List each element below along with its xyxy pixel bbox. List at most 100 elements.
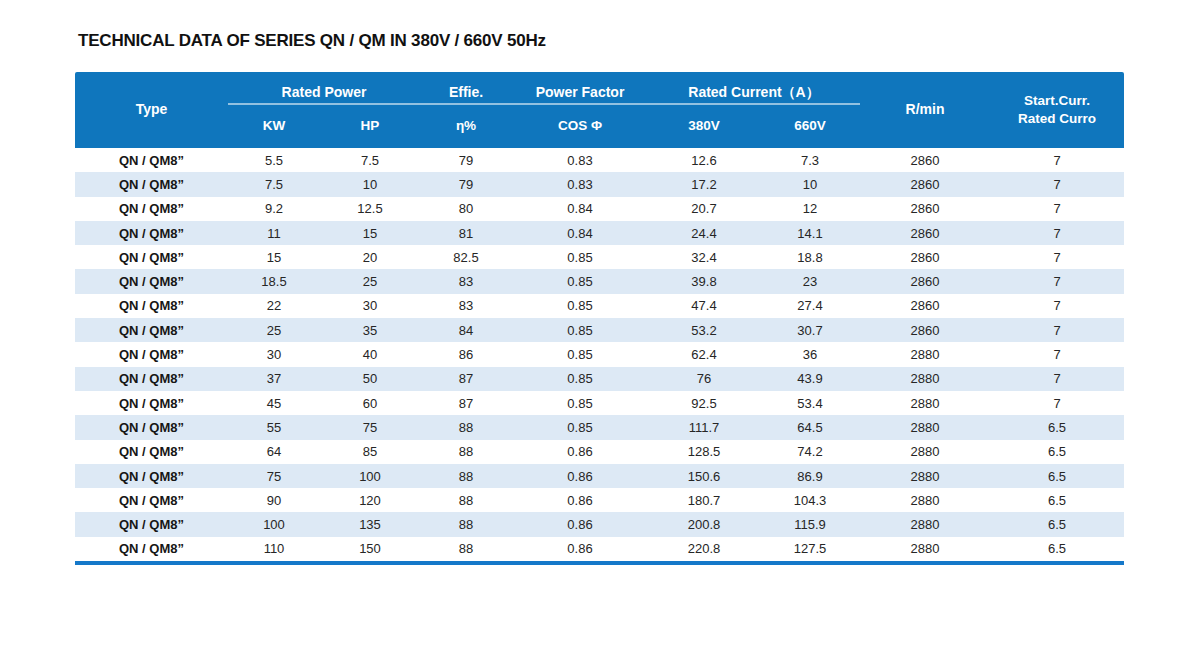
cell-efficiency: 80 xyxy=(420,197,512,221)
cell-kw: 5.5 xyxy=(228,148,320,172)
header-hp: HP xyxy=(320,104,420,148)
cell-current-660v: 18.8 xyxy=(760,245,860,269)
cell-power-factor: 0.85 xyxy=(512,318,648,342)
cell-current-660v: 86.9 xyxy=(760,464,860,488)
cell-current-380v: 12.6 xyxy=(648,148,760,172)
cell-hp: 150 xyxy=(320,537,420,561)
table-row: QN / QM8” 75 100 88 0.86 150.6 86.9 2880… xyxy=(75,464,1124,488)
cell-rpm: 2880 xyxy=(860,537,990,561)
table-row: QN / QM8” 11 15 81 0.84 24.4 14.1 2860 7 xyxy=(75,221,1124,245)
cell-kw: 55 xyxy=(228,415,320,439)
cell-kw: 37 xyxy=(228,367,320,391)
cell-type: QN / QM8” xyxy=(75,148,228,172)
cell-kw: 45 xyxy=(228,391,320,415)
cell-power-factor: 0.84 xyxy=(512,221,648,245)
table-row: QN / QM8” 15 20 82.5 0.85 32.4 18.8 2860… xyxy=(75,245,1124,269)
cell-current-380v: 76 xyxy=(648,367,760,391)
cell-start-current-ratio: 7 xyxy=(990,172,1124,196)
cell-efficiency: 88 xyxy=(420,537,512,561)
table-row: QN / QM8” 5.5 7.5 79 0.83 12.6 7.3 2860 … xyxy=(75,148,1124,172)
cell-kw: 18.5 xyxy=(228,269,320,293)
cell-current-660v: 74.2 xyxy=(760,440,860,464)
cell-hp: 25 xyxy=(320,269,420,293)
cell-type: QN / QM8” xyxy=(75,440,228,464)
cell-kw: 64 xyxy=(228,440,320,464)
cell-kw: 30 xyxy=(228,342,320,366)
cell-power-factor: 0.86 xyxy=(512,440,648,464)
header-power-factor: Power Factor xyxy=(512,72,648,104)
cell-current-660v: 53.4 xyxy=(760,391,860,415)
cell-hp: 50 xyxy=(320,367,420,391)
cell-hp: 30 xyxy=(320,294,420,318)
table-row: QN / QM8” 45 60 87 0.85 92.5 53.4 2880 7 xyxy=(75,391,1124,415)
cell-efficiency: 88 xyxy=(420,415,512,439)
cell-type: QN / QM8” xyxy=(75,197,228,221)
cell-power-factor: 0.86 xyxy=(512,488,648,512)
header-efficiency: Effie. xyxy=(420,72,512,104)
cell-kw: 22 xyxy=(228,294,320,318)
cell-hp: 7.5 xyxy=(320,148,420,172)
cell-rpm: 2880 xyxy=(860,415,990,439)
cell-type: QN / QM8” xyxy=(75,318,228,342)
cell-efficiency: 86 xyxy=(420,342,512,366)
cell-rpm: 2880 xyxy=(860,440,990,464)
cell-current-660v: 115.9 xyxy=(760,512,860,536)
cell-current-380v: 111.7 xyxy=(648,415,760,439)
table-row: QN / QM8” 100 135 88 0.86 200.8 115.9 28… xyxy=(75,512,1124,536)
cell-efficiency: 83 xyxy=(420,294,512,318)
cell-hp: 20 xyxy=(320,245,420,269)
cell-type: QN / QM8” xyxy=(75,269,228,293)
cell-hp: 10 xyxy=(320,172,420,196)
header-rated-current: Rated Current（A） xyxy=(648,72,860,104)
cell-kw: 25 xyxy=(228,318,320,342)
cell-start-current-ratio: 7 xyxy=(990,391,1124,415)
cell-power-factor: 0.85 xyxy=(512,269,648,293)
cell-hp: 40 xyxy=(320,342,420,366)
cell-rpm: 2880 xyxy=(860,512,990,536)
header-eta-percent: η% xyxy=(420,104,512,148)
header-380v: 380V xyxy=(648,104,760,148)
cell-current-660v: 23 xyxy=(760,269,860,293)
cell-kw: 9.2 xyxy=(228,197,320,221)
cell-efficiency: 82.5 xyxy=(420,245,512,269)
cell-current-380v: 39.8 xyxy=(648,269,760,293)
cell-rpm: 2880 xyxy=(860,367,990,391)
table-row: QN / QM8” 55 75 88 0.85 111.7 64.5 2880 … xyxy=(75,415,1124,439)
cell-start-current-ratio: 7 xyxy=(990,342,1124,366)
cell-hp: 135 xyxy=(320,512,420,536)
cell-start-current-ratio: 7 xyxy=(990,148,1124,172)
cell-start-current-ratio: 7 xyxy=(990,197,1124,221)
table-row: QN / QM8” 90 120 88 0.86 180.7 104.3 288… xyxy=(75,488,1124,512)
cell-type: QN / QM8” xyxy=(75,537,228,561)
cell-power-factor: 0.85 xyxy=(512,245,648,269)
cell-power-factor: 0.83 xyxy=(512,148,648,172)
cell-start-current-ratio: 6.5 xyxy=(990,512,1124,536)
cell-rpm: 2880 xyxy=(860,488,990,512)
cell-efficiency: 87 xyxy=(420,367,512,391)
cell-kw: 11 xyxy=(228,221,320,245)
cell-rpm: 2880 xyxy=(860,391,990,415)
cell-start-current-ratio: 6.5 xyxy=(990,488,1124,512)
cell-start-current-ratio: 6.5 xyxy=(990,440,1124,464)
cell-type: QN / QM8” xyxy=(75,464,228,488)
cell-hp: 120 xyxy=(320,488,420,512)
cell-start-current-ratio: 7 xyxy=(990,318,1124,342)
table-row: QN / QM8” 30 40 86 0.85 62.4 36 2880 7 xyxy=(75,342,1124,366)
cell-current-660v: 27.4 xyxy=(760,294,860,318)
cell-efficiency: 84 xyxy=(420,318,512,342)
cell-start-current-ratio: 6.5 xyxy=(990,464,1124,488)
cell-efficiency: 83 xyxy=(420,269,512,293)
cell-kw: 15 xyxy=(228,245,320,269)
cell-hp: 35 xyxy=(320,318,420,342)
table-row: QN / QM8” 18.5 25 83 0.85 39.8 23 2860 7 xyxy=(75,269,1124,293)
cell-efficiency: 87 xyxy=(420,391,512,415)
table-row: QN / QM8” 64 85 88 0.86 128.5 74.2 2880 … xyxy=(75,440,1124,464)
cell-current-380v: 62.4 xyxy=(648,342,760,366)
cell-hp: 15 xyxy=(320,221,420,245)
cell-rpm: 2860 xyxy=(860,294,990,318)
cell-hp: 60 xyxy=(320,391,420,415)
cell-current-660v: 7.3 xyxy=(760,148,860,172)
cell-efficiency: 79 xyxy=(420,148,512,172)
cell-rpm: 2860 xyxy=(860,269,990,293)
cell-current-660v: 104.3 xyxy=(760,488,860,512)
